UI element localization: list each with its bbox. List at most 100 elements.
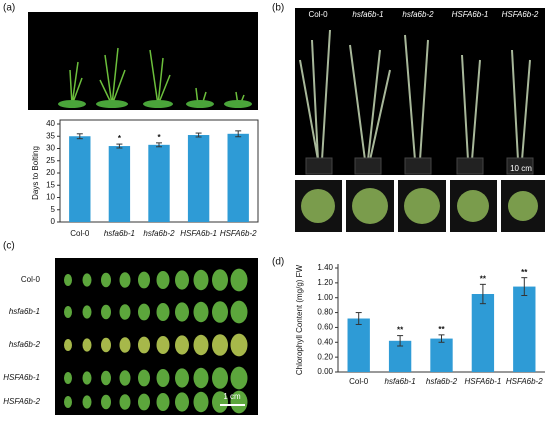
column-label: HSFA6b-2: [502, 10, 539, 19]
leaf: [138, 369, 150, 387]
y-tick-label: 0.60: [317, 323, 333, 332]
panel-label: (a): [3, 3, 15, 14]
column-label: Col-0: [308, 10, 328, 19]
leaf: [230, 268, 248, 292]
row-label: HSFA6b-2: [3, 397, 40, 406]
leaf: [64, 339, 72, 351]
y-tick-label: 25: [46, 156, 55, 165]
bar: [513, 286, 536, 372]
leaf: [212, 269, 228, 291]
leaf: [119, 394, 131, 410]
column-label: hsfa6b-1: [352, 10, 383, 19]
y-tick-label: 35: [46, 131, 55, 140]
leaf: [156, 303, 170, 321]
leaf: [138, 336, 150, 354]
leaf: [64, 274, 72, 286]
column-label: HSFA6b-1: [452, 10, 489, 19]
rosettes: [58, 100, 252, 108]
leaf: [230, 366, 248, 390]
leaf: [230, 300, 248, 324]
y-axis-label: Days to Bolting: [31, 146, 40, 200]
row-label: hsfa6b-1: [9, 307, 40, 316]
leaf: [64, 306, 72, 318]
x-tick-label: HSFA6b-1: [180, 229, 217, 238]
leaf: [175, 335, 189, 355]
leaf: [119, 370, 131, 386]
leaf: [101, 394, 111, 410]
leaf: [212, 391, 228, 413]
y-tick-label: 0.20: [317, 352, 333, 361]
row-label: HSFA6b-1: [3, 373, 40, 382]
x-tick-label: hsfa6b-2: [143, 229, 175, 238]
leaf: [230, 390, 248, 414]
leaf: [175, 368, 189, 388]
leaf: [212, 367, 228, 389]
y-tick-label: 5: [51, 205, 56, 214]
y-axis-label: Chlorophyll Content (mg/g) FW: [295, 264, 304, 375]
row-label: Col-0: [21, 275, 41, 284]
row-label: hsfa6b-2: [9, 340, 41, 349]
leaf: [119, 272, 131, 288]
leaf: [101, 370, 111, 386]
leaf: [138, 393, 150, 411]
leaf: [156, 393, 170, 411]
leaf: [156, 271, 170, 289]
x-tick-label: Col-0: [70, 229, 90, 238]
y-tick-label: 40: [46, 119, 55, 128]
leaf: [138, 303, 150, 321]
x-tick-label: hsfa6b-1: [385, 377, 416, 386]
x-tick-label: HSFA6b-2: [506, 377, 543, 386]
x-tick-label: HSFA6b-2: [220, 229, 257, 238]
leaf: [156, 336, 170, 354]
leaf: [101, 304, 111, 320]
significance: **: [438, 325, 445, 334]
leaf: [193, 367, 209, 389]
y-tick-label: 30: [46, 144, 55, 153]
leaf: [82, 273, 92, 287]
leaf: [119, 337, 131, 353]
leaf: [101, 272, 111, 288]
leaf: [119, 304, 131, 320]
leaf: [175, 270, 189, 290]
bar: [430, 338, 453, 372]
leaf: [193, 391, 209, 413]
x-tick-label: Col-0: [349, 377, 369, 386]
bar: [148, 144, 170, 222]
plants: [299, 29, 531, 161]
scale-label: 1 cm: [223, 392, 241, 401]
photo: [28, 12, 258, 110]
y-tick-label: 20: [46, 168, 55, 177]
scale-label: 10 cm: [510, 164, 532, 173]
y-tick-label: 0.40: [317, 337, 333, 346]
x-tick-label: hsfa6b-2: [426, 377, 458, 386]
significance: **: [397, 326, 404, 335]
leaf: [82, 371, 92, 385]
leaf: [82, 338, 92, 352]
y-tick-label: 1.40: [317, 263, 333, 272]
bar: [187, 135, 210, 222]
y-tick-label: 10: [46, 193, 55, 202]
x-tick-label: hsfa6b-1: [104, 229, 135, 238]
y-tick-label: 15: [46, 180, 55, 189]
leaf: [64, 372, 72, 384]
bar: [108, 146, 131, 222]
panel-label: (c): [3, 241, 15, 252]
leaf: [64, 396, 72, 408]
y-tick-label: 0: [51, 217, 56, 226]
y-tick-label: 0.00: [317, 367, 333, 376]
leaf: [175, 392, 189, 412]
leaf: [230, 333, 248, 357]
leaf: [156, 369, 170, 387]
leaf: [82, 395, 92, 409]
panel-label: (d): [272, 257, 284, 268]
leaf: [82, 305, 92, 319]
panel-label: (b): [272, 3, 284, 14]
bar: [69, 136, 91, 222]
bar: [227, 133, 249, 222]
bar: [347, 318, 370, 372]
leaf: [101, 337, 111, 353]
leaf: [193, 269, 209, 291]
column-label: hsfa6b-2: [402, 10, 434, 19]
